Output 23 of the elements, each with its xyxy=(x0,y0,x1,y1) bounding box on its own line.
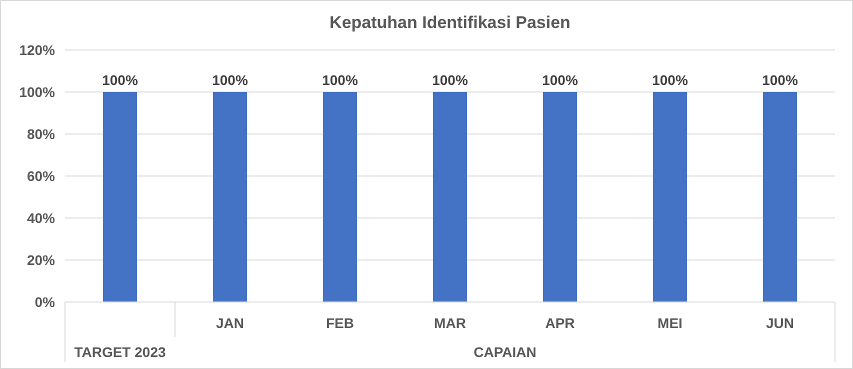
data-label: 100% xyxy=(102,72,138,88)
data-label: 100% xyxy=(432,72,468,88)
x-tick-label: MEI xyxy=(658,315,682,331)
data-label: 100% xyxy=(652,72,688,88)
y-tick-label: 80% xyxy=(26,126,56,142)
y-tick-label: 20% xyxy=(26,252,56,268)
data-label: 100% xyxy=(762,72,798,88)
chart-title: Kepatuhan Identifikasi Pasien xyxy=(330,13,570,32)
y-tick-label: 120% xyxy=(19,42,56,58)
x-tick-label: FEB xyxy=(326,315,354,331)
x-tick-label: JUN xyxy=(766,315,794,331)
x-tick-label: MAR xyxy=(434,315,466,331)
y-tick-label: 40% xyxy=(26,210,56,226)
x-tick-label: JAN xyxy=(216,315,244,331)
data-label: 100% xyxy=(212,72,248,88)
y-tick-label: 100% xyxy=(19,84,56,100)
y-tick-label: 0% xyxy=(34,294,56,310)
text: CAPAIAN xyxy=(474,344,536,360)
text: TARGET 2023 xyxy=(74,344,166,360)
x-tick-label: APR xyxy=(545,315,575,331)
data-label: 100% xyxy=(542,72,578,88)
data-label: 100% xyxy=(322,72,358,88)
y-tick-label: 60% xyxy=(26,168,56,184)
